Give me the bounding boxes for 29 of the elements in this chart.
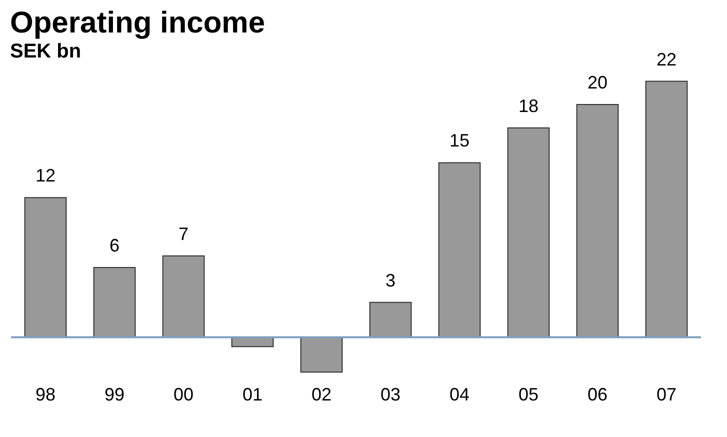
- data-label: 18: [518, 96, 539, 116]
- data-label: 6: [109, 235, 120, 256]
- x-tick-label: 06: [587, 384, 608, 404]
- bar: [162, 255, 205, 338]
- bar: [507, 127, 550, 338]
- x-tick-label: 02: [311, 384, 332, 404]
- bar: [369, 302, 412, 338]
- data-label: 22: [656, 49, 677, 70]
- data-label: 20: [587, 72, 608, 93]
- data-label: 15: [449, 130, 470, 151]
- chart-subtitle: SEK bn: [10, 40, 82, 62]
- bar: [300, 336, 343, 373]
- x-tick-label: 01: [242, 384, 263, 404]
- bar: [576, 104, 619, 338]
- x-tick-label: 07: [656, 384, 677, 404]
- data-label: 3: [385, 270, 396, 290]
- bar: [93, 266, 136, 338]
- bar: [438, 162, 481, 338]
- x-tick-label: 00: [173, 384, 194, 404]
- x-tick-label: 98: [35, 384, 56, 404]
- data-label: 12: [35, 166, 56, 186]
- data-label: 7: [178, 224, 189, 244]
- x-tick-label: 04: [449, 384, 470, 404]
- x-tick-label: 03: [380, 384, 401, 404]
- bar: [24, 197, 67, 338]
- x-tick-label: 99: [104, 384, 125, 404]
- bar: [645, 80, 688, 338]
- chart-title: Operating income: [10, 6, 266, 40]
- x-tick-label: 05: [518, 384, 539, 404]
